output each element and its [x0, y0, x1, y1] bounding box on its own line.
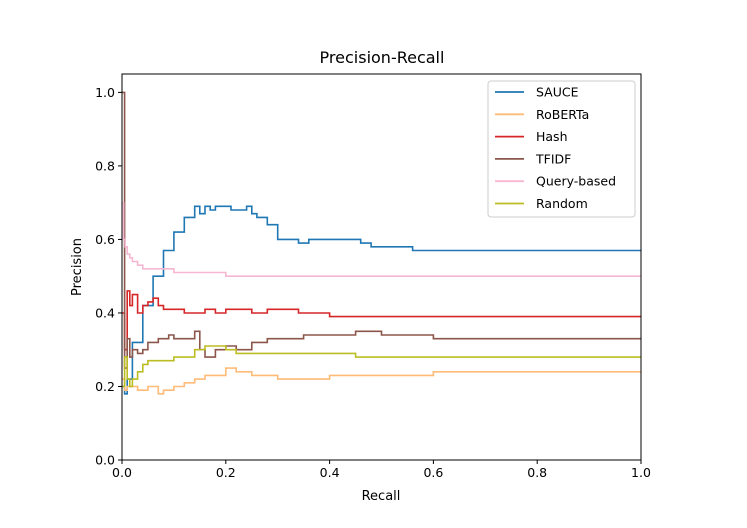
x-tick-label: 0.4 — [320, 465, 340, 480]
y-tick-label: 0.4 — [95, 305, 115, 320]
legend: SAUCE RoBERTa Hash TFIDF Query-based Random — [487, 80, 636, 218]
x-tick-label: 1.0 — [631, 465, 651, 480]
series-line-roberta — [122, 367, 641, 395]
x-tick-label: 0.8 — [527, 465, 547, 480]
x-tick-label: 0.0 — [112, 465, 132, 480]
y-axis-ticks: 0.0 0.2 0.4 0.6 0.8 1.0 — [95, 85, 122, 468]
legend-label-roberta: RoBERTa — [536, 107, 589, 122]
plot-area — [121, 73, 642, 461]
chart-title: Precision-Recall — [320, 48, 445, 67]
legend-label-random: Random — [536, 196, 588, 211]
y-tick-label: 0.0 — [95, 453, 115, 468]
legend-label-tfidf: TFIDF — [535, 151, 571, 166]
y-tick-label: 0.8 — [95, 158, 115, 173]
y-axis-label: Precision — [70, 238, 85, 296]
series-line-tfidf — [122, 91, 641, 369]
plot-frame — [121, 73, 642, 461]
legend-label-query-based: Query-based — [536, 174, 616, 189]
legend-entries: SAUCE RoBERTa Hash TFIDF Query-based Random — [495, 85, 616, 211]
series-line-random — [122, 345, 641, 388]
series-line-hash — [122, 290, 641, 351]
y-tick-label: 0.6 — [95, 232, 115, 247]
x-axis-label: Recall — [362, 489, 401, 504]
legend-label-sauce: SAUCE — [536, 85, 579, 100]
y-tick-label: 1.0 — [95, 85, 115, 100]
x-tick-label: 0.2 — [216, 465, 236, 480]
x-tick-label: 0.6 — [423, 465, 443, 480]
series-line-query-based — [122, 201, 641, 277]
y-tick-label: 0.2 — [95, 379, 115, 394]
series-line-sauce — [122, 205, 641, 395]
legend-label-hash: Hash — [536, 129, 568, 144]
x-axis-ticks: 0.0 0.2 0.4 0.6 0.8 1.0 — [112, 460, 651, 480]
series-layer — [122, 91, 641, 395]
legend-box — [487, 80, 636, 218]
